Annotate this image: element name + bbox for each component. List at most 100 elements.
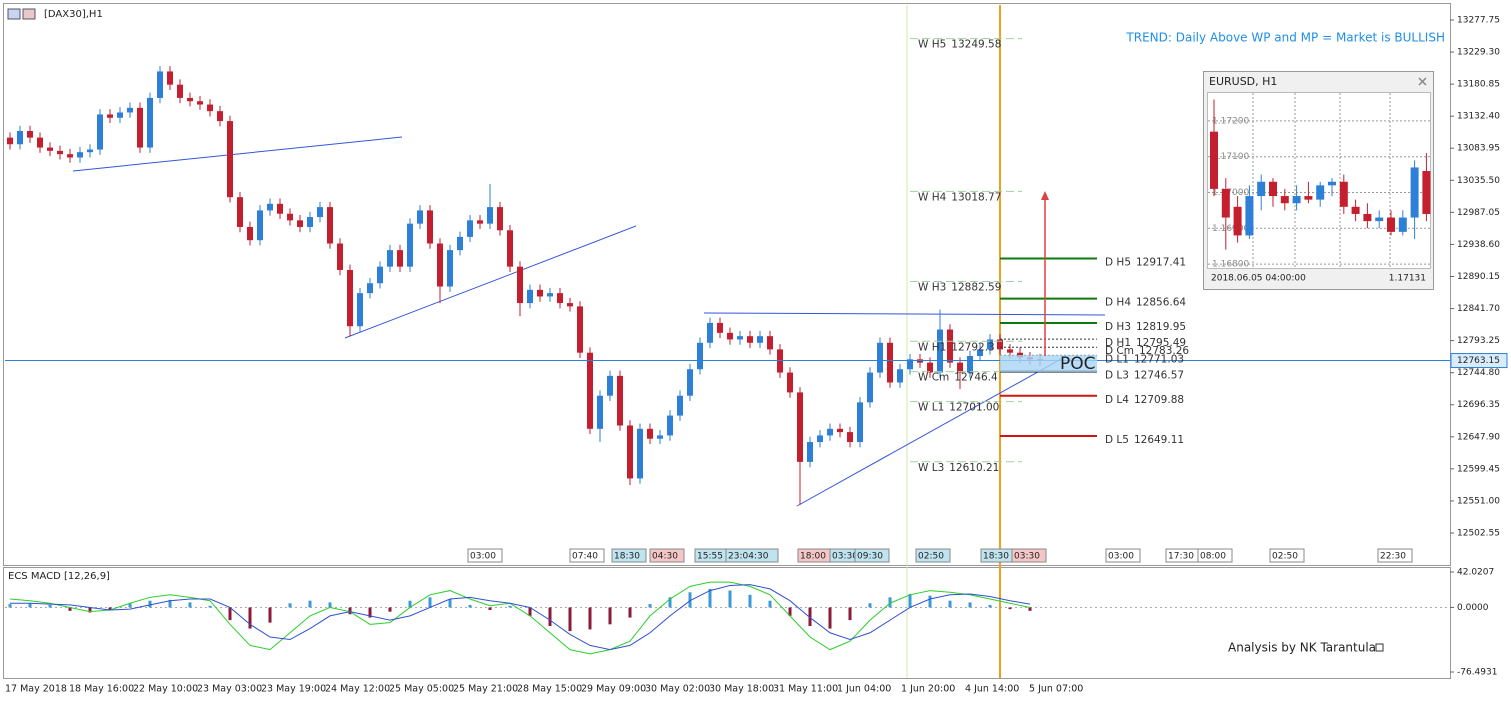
candle-body [867, 372, 873, 403]
candle-body [627, 425, 633, 479]
candle-body [1269, 181, 1277, 197]
daily_levels-label: D L1 12771.03 [1105, 353, 1184, 365]
macd-bar [128, 603, 132, 608]
session-box [569, 548, 605, 563]
candle-body [297, 220, 303, 227]
candle-body [147, 97, 153, 148]
candle-body [1351, 206, 1360, 214]
session-box [854, 548, 890, 563]
y-tick-label: 12744.80 [1457, 368, 1500, 378]
macd-bar [1008, 607, 1012, 610]
weekly_levels-label: W H4 13018.77 [918, 191, 1001, 203]
daily_levels-label: D L5 12649.11 [1105, 434, 1184, 446]
session-box [467, 548, 503, 563]
macd-tick-label: 0.0000 [1457, 603, 1489, 613]
poc-box [1000, 355, 1097, 372]
x-tick-label: 25 May 21:00 [453, 684, 518, 695]
candle-body [957, 362, 963, 373]
session-label: 22:30 [1380, 552, 1406, 562]
session-box [611, 548, 647, 563]
candle-body [137, 107, 143, 148]
candle-body [377, 266, 383, 284]
candle-body [437, 243, 443, 287]
candle-body [757, 336, 763, 343]
trendline [344, 225, 637, 339]
y-tick-label: 12502.55 [1457, 529, 1500, 539]
macd-bar [228, 607, 232, 621]
candle-body [337, 243, 343, 270]
candle-body [327, 207, 333, 244]
session-label: 03:00 [470, 552, 496, 562]
inset-tick-label: 1.16900 [1212, 224, 1249, 234]
y-tick-label: 12890.15 [1457, 272, 1500, 282]
trendline [796, 357, 1064, 507]
macd-bar [548, 607, 552, 627]
session-box [649, 548, 685, 563]
inset-marks: 1.17200 1.17100 1.17000 1.16900 1.16800 [1208, 99, 1431, 270]
poc-label: POC [1060, 354, 1096, 374]
candle-body [667, 415, 673, 436]
macd-bar [1028, 607, 1032, 611]
level-name: D H3 [1105, 321, 1131, 333]
level-value: 12771.03 [1134, 353, 1184, 365]
candle-body [737, 336, 743, 340]
candle-body [647, 428, 653, 439]
level-name: D L3 [1105, 370, 1129, 382]
macd-bar [588, 607, 592, 630]
candle-body [267, 203, 273, 211]
level-name: D L1 [1105, 353, 1129, 365]
y-tick-label: 12841.70 [1457, 304, 1500, 314]
macd-bar [928, 595, 932, 608]
y-tick-label: 12551.00 [1457, 496, 1500, 506]
macd-bar [288, 603, 292, 608]
inset-close[interactable] [1418, 77, 1427, 86]
candle-body [97, 114, 103, 150]
session-label: 04:30 [652, 552, 678, 562]
candle-body [277, 203, 283, 214]
inset-time: 2018.06.05 04:00:00 [1211, 274, 1306, 284]
candle-body [1292, 196, 1301, 204]
session-label: 07:40 [572, 552, 598, 562]
y-tick-label: 12793.25 [1457, 336, 1500, 346]
inset-last-price: 1.17131 [1389, 274, 1426, 284]
level-value: 12795.49 [1136, 337, 1186, 349]
candle-body [907, 359, 913, 370]
inset-tick-label: 1.17200 [1212, 116, 1249, 126]
macd-bar [48, 604, 52, 608]
session-label: 03:30 [1014, 552, 1040, 562]
candle-body [537, 289, 543, 297]
overlay: 12763.15 W H5 13249.58 W H4 13018.77 W H3 1288… [467, 39, 1508, 563]
macd-bar [868, 603, 872, 608]
candle-body [127, 107, 133, 113]
candle-body [287, 213, 293, 221]
level-value: 12610.21 [949, 462, 999, 474]
candle-body [807, 442, 813, 462]
macd-bar [688, 592, 692, 608]
candle-body [817, 435, 823, 443]
level-name: W L3 [918, 462, 944, 474]
session-label: 18:00 [800, 552, 826, 562]
candle-body [197, 101, 203, 105]
current-price-box [1450, 353, 1508, 369]
inset-vgrid [1252, 93, 1391, 268]
candle-body [1422, 171, 1431, 214]
session-label: 17:30 [1168, 552, 1194, 562]
y-tick-label: 13180.85 [1457, 80, 1500, 90]
trend-annotation: TREND: Daily Above WP and MP = Market is… [1125, 31, 1445, 45]
x-tick-label: 28 May 15:00 [517, 684, 582, 695]
macd-bar [408, 600, 412, 608]
daily_levels-label: D H1 12795.49 [1105, 337, 1186, 349]
macd-bar [88, 607, 92, 613]
inset-tick-label: 1.16800 [1212, 260, 1249, 270]
candle-body [1245, 196, 1254, 236]
level-name: D H4 [1105, 297, 1131, 309]
candle-body [67, 154, 73, 158]
inset-tick-label: 1.17100 [1212, 152, 1249, 162]
candle-body [1387, 217, 1395, 232]
level-value: 12649.11 [1134, 434, 1184, 446]
session-label: 02:50 [1272, 552, 1298, 562]
candle-body [1328, 181, 1336, 186]
candle-body [597, 395, 603, 429]
macd-main-line [9, 581, 1031, 655]
candle-body [47, 147, 53, 151]
